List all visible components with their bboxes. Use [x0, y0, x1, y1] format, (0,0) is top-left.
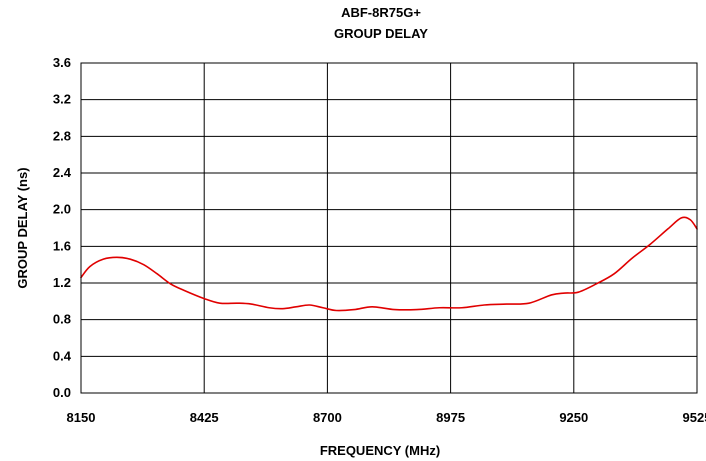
y-tick-label: 2.0 — [53, 202, 71, 217]
y-tick-label: 3.6 — [53, 55, 71, 70]
chart-subtitle: GROUP DELAY — [334, 26, 428, 41]
x-tick-label: 9525 — [683, 410, 706, 425]
y-tick-label: 2.4 — [53, 165, 72, 180]
x-tick-label: 8150 — [67, 410, 96, 425]
y-tick-label: 1.6 — [53, 238, 71, 253]
grid — [80, 62, 698, 394]
x-tick-label: 8700 — [313, 410, 342, 425]
y-tick-label: 0.8 — [53, 312, 71, 327]
x-tick-label: 8975 — [436, 410, 465, 425]
group-delay-line — [80, 216, 698, 312]
y-axis-label: GROUP DELAY (ns) — [15, 167, 30, 288]
y-tick-label: 0.0 — [53, 385, 71, 400]
y-tick-label: 1.2 — [53, 275, 71, 290]
y-tick-label: 0.4 — [53, 348, 72, 363]
y-tick-label: 3.2 — [53, 92, 71, 107]
chart-title: ABF-8R75G+ — [341, 5, 421, 20]
x-tick-label: 8425 — [190, 410, 219, 425]
x-axis-label: FREQUENCY (MHz) — [320, 443, 440, 458]
y-tick-label: 2.8 — [53, 128, 71, 143]
y-tick-labels: 0.0 0.4 0.8 1.2 1.6 2.0 2.4 2.8 3.2 3.6 — [53, 55, 72, 400]
series-layer — [80, 216, 698, 312]
x-tick-labels: 8150 8425 8700 8975 9250 9525 — [67, 410, 706, 425]
x-tick-label: 9250 — [559, 410, 588, 425]
plot-area-border — [80, 62, 698, 394]
